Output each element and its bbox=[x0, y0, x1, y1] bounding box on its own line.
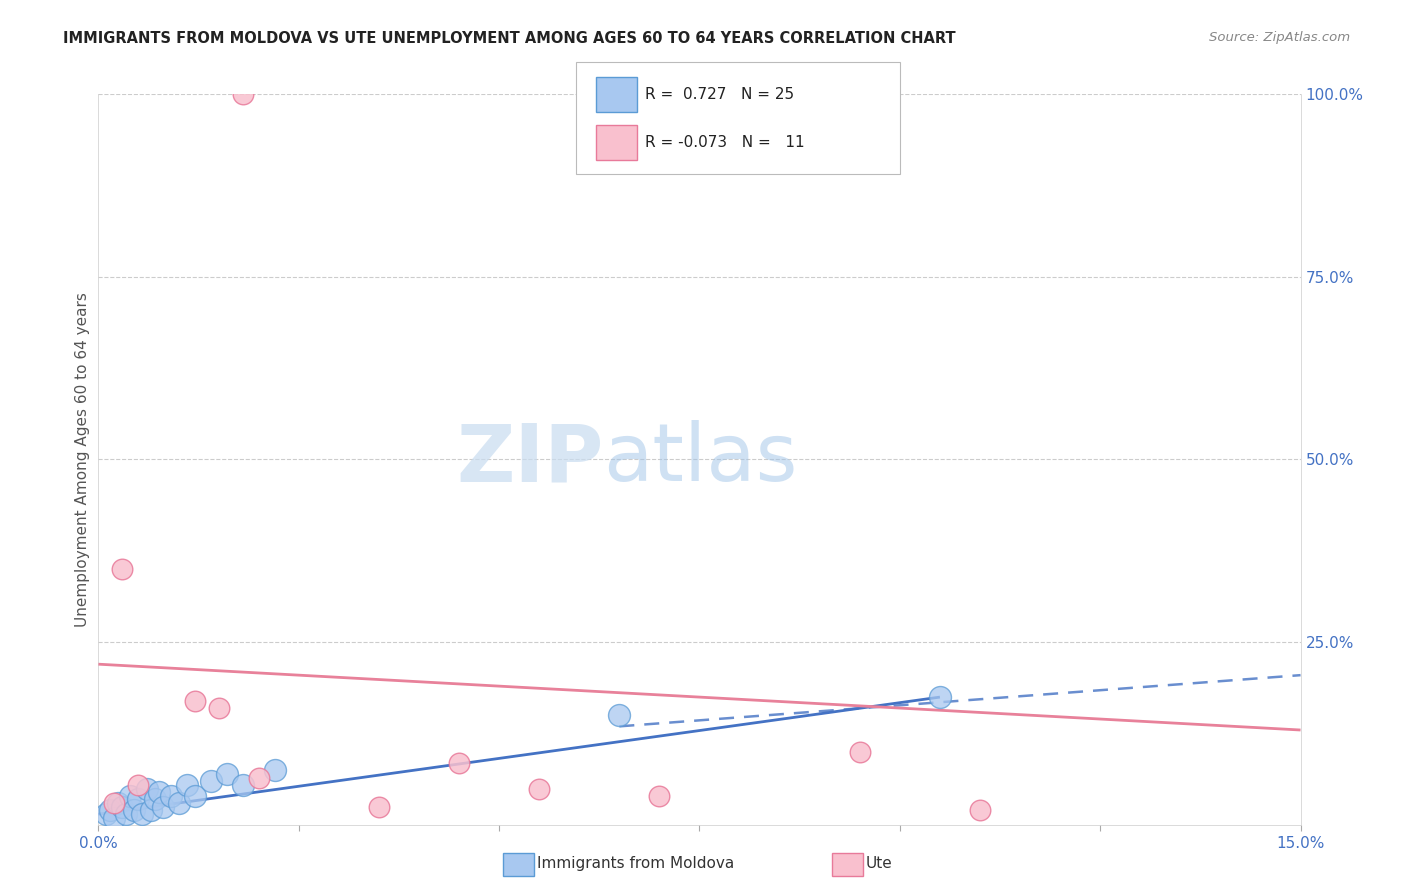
Point bbox=[447, 756, 470, 770]
Point bbox=[849, 745, 872, 759]
Point bbox=[152, 800, 174, 814]
Point bbox=[232, 778, 254, 792]
Point bbox=[247, 771, 270, 785]
Point bbox=[96, 807, 118, 822]
Text: Immigrants from Moldova: Immigrants from Moldova bbox=[537, 856, 734, 871]
Text: R = -0.073   N =   11: R = -0.073 N = 11 bbox=[645, 135, 806, 150]
Point bbox=[368, 800, 391, 814]
Y-axis label: Unemployment Among Ages 60 to 64 years: Unemployment Among Ages 60 to 64 years bbox=[75, 292, 90, 627]
Point bbox=[128, 778, 150, 792]
Point bbox=[103, 796, 125, 810]
Point bbox=[200, 774, 222, 789]
Point bbox=[208, 701, 231, 715]
Point bbox=[115, 807, 138, 822]
Point bbox=[128, 792, 150, 806]
Text: Source: ZipAtlas.com: Source: ZipAtlas.com bbox=[1209, 31, 1350, 45]
Point bbox=[143, 792, 166, 806]
Point bbox=[648, 789, 671, 803]
Point bbox=[111, 562, 134, 576]
Point bbox=[139, 804, 162, 818]
Text: atlas: atlas bbox=[603, 420, 797, 499]
Text: ZIP: ZIP bbox=[456, 420, 603, 499]
Point bbox=[176, 778, 198, 792]
Point bbox=[167, 796, 190, 810]
Point bbox=[969, 804, 991, 818]
Point bbox=[100, 804, 122, 818]
Point bbox=[103, 811, 125, 825]
Point bbox=[263, 764, 285, 778]
Point bbox=[148, 785, 170, 799]
Point bbox=[529, 781, 551, 796]
Point bbox=[609, 708, 631, 723]
Text: Ute: Ute bbox=[866, 856, 893, 871]
Point bbox=[135, 781, 157, 796]
Point bbox=[131, 807, 153, 822]
Point bbox=[215, 767, 238, 781]
Point bbox=[232, 87, 254, 101]
Point bbox=[120, 789, 142, 803]
Point bbox=[107, 796, 129, 810]
Point bbox=[159, 789, 181, 803]
Point bbox=[111, 800, 134, 814]
Point bbox=[124, 804, 146, 818]
Text: R =  0.727   N = 25: R = 0.727 N = 25 bbox=[645, 87, 794, 102]
Text: IMMIGRANTS FROM MOLDOVA VS UTE UNEMPLOYMENT AMONG AGES 60 TO 64 YEARS CORRELATIO: IMMIGRANTS FROM MOLDOVA VS UTE UNEMPLOYM… bbox=[63, 31, 956, 46]
Point bbox=[183, 789, 205, 803]
Point bbox=[929, 690, 952, 705]
Point bbox=[183, 694, 205, 708]
